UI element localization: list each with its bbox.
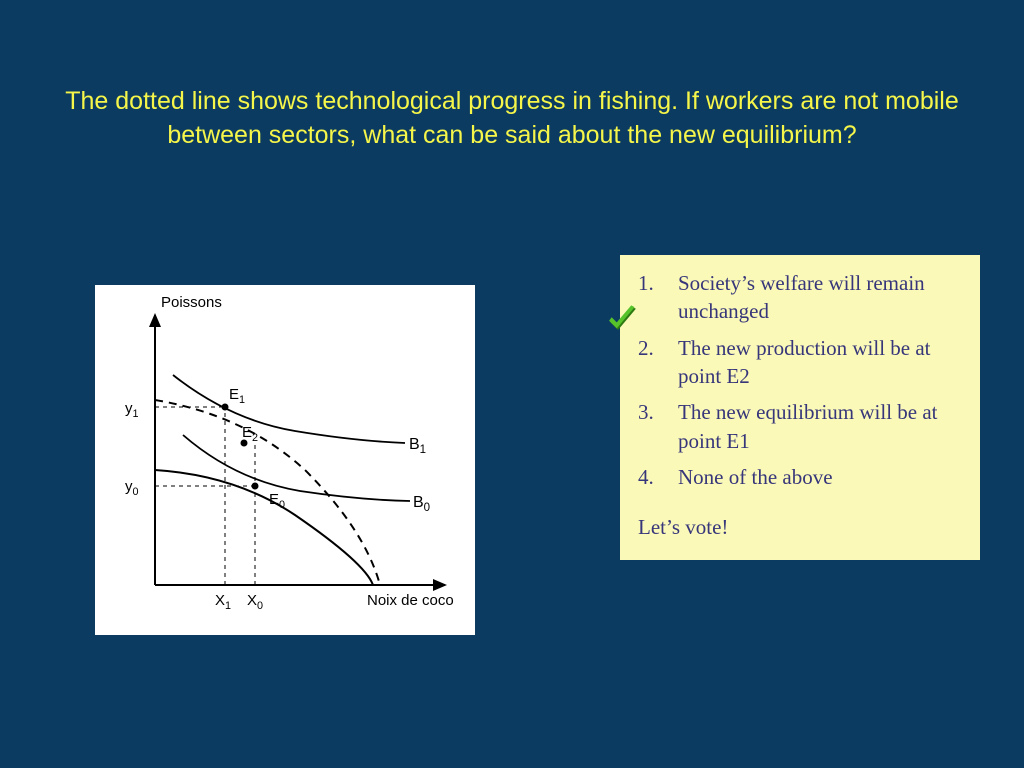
answers-panel: Society’s welfare will remain unchanged T… [620,255,980,560]
ppf-chart: PoissonsNoix de cocoB1B0y1y0X1X0E0E1E2 [95,285,475,635]
svg-text:Noix de coco: Noix de coco [367,592,454,609]
svg-text:E1: E1 [229,386,245,406]
answer-option: None of the above [638,463,962,491]
svg-text:Poissons: Poissons [161,294,222,311]
answers-list: Society’s welfare will remain unchanged T… [638,269,962,491]
correct-check-icon [604,302,638,336]
svg-text:B1: B1 [409,436,426,456]
answer-option: The new equilibrium will be at point E1 [638,398,962,455]
svg-text:X1: X1 [215,592,231,612]
vote-prompt: Let’s vote! [638,513,962,541]
svg-text:X0: X0 [247,592,263,612]
svg-text:B0: B0 [413,494,430,514]
answer-option: The new production will be at point E2 [638,334,962,391]
svg-text:y1: y1 [125,400,139,420]
svg-text:y0: y0 [125,478,139,498]
slide-title: The dotted line shows technological prog… [0,0,1024,153]
svg-text:E0: E0 [269,491,285,511]
answer-option: Society’s welfare will remain unchanged [638,269,962,326]
